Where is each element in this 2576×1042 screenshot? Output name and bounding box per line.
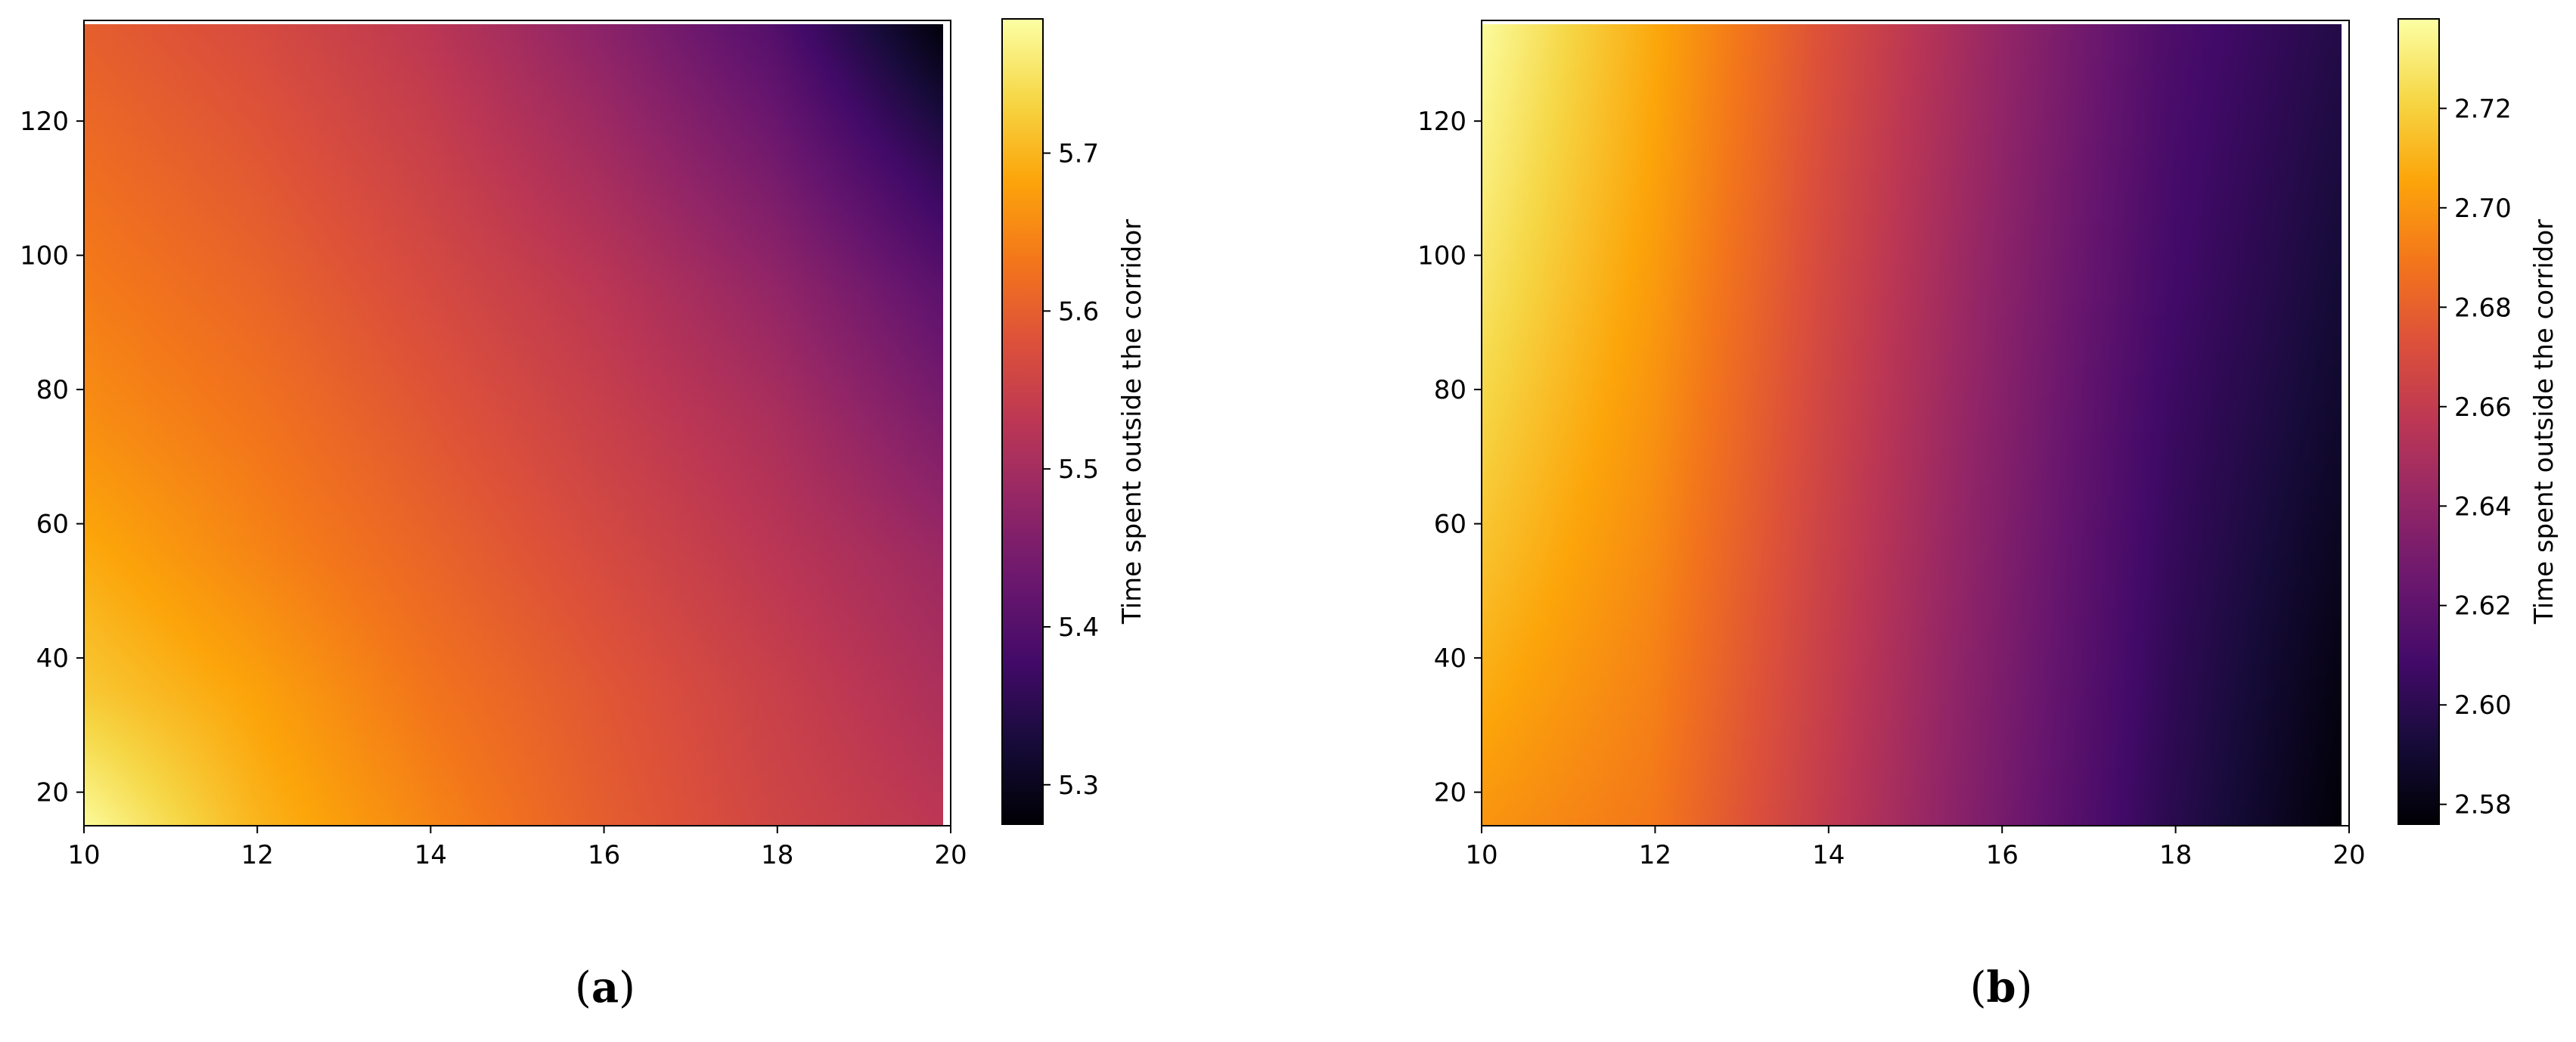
axes-frame <box>1481 20 2350 826</box>
colorbar-tick-label: 2.72 <box>2454 94 2512 124</box>
panel-a-caption-letter: a <box>591 963 619 1013</box>
axes-frame <box>83 20 951 826</box>
colorbar-tick-label: 2.60 <box>2454 690 2512 721</box>
colorbar-tick-label: 2.64 <box>2454 492 2512 522</box>
colorbar <box>2398 18 2440 825</box>
colorbar <box>1001 18 1044 825</box>
colorbar-label: Time spent outside the corridor <box>1117 219 1147 625</box>
heatmap-panel-b: 10 12 14 16 18 20 20 40 60 80 100 120 2.58 2.60 2.62 2.… <box>1417 18 2559 870</box>
x-tick-label: 16 <box>588 840 620 870</box>
colorbar-tick-label: 5.6 <box>1058 296 1099 327</box>
y-tick-label: 120 <box>20 107 69 137</box>
y-tick-label: 60 <box>36 510 69 540</box>
panel-b-caption-close: ) <box>2016 963 2033 1013</box>
y-tick-label: 60 <box>1434 510 1466 540</box>
heatmap-image <box>84 24 943 826</box>
y-tick-label: 40 <box>1434 643 1466 674</box>
colorbar-tick-label: 2.70 <box>2454 194 2512 224</box>
colorbar-tick-label: 5.7 <box>1058 139 1099 169</box>
x-tick-label: 12 <box>241 840 274 870</box>
panel-b-caption-letter: b <box>1986 963 2016 1013</box>
colorbar-tick-label: 5.5 <box>1058 454 1099 485</box>
y-tick-label: 80 <box>36 375 69 405</box>
panel-a-caption-close: ) <box>619 963 636 1013</box>
colorbar-tick-label: 2.58 <box>2454 790 2512 820</box>
x-tick-label: 18 <box>2159 840 2192 870</box>
colorbar-tick-label: 5.4 <box>1058 612 1099 643</box>
colorbar-tick-label: 2.66 <box>2454 392 2512 423</box>
y-tick-label: 100 <box>1417 241 1466 271</box>
y-tick-label: 100 <box>20 241 69 271</box>
x-tick-label: 10 <box>67 840 100 870</box>
y-tick-label: 80 <box>1434 375 1466 405</box>
y-tick-label: 20 <box>36 778 69 808</box>
colorbar-label: Time spent outside the corridor <box>2529 219 2559 625</box>
y-tick-label: 120 <box>1417 107 1466 137</box>
y-tick-label: 40 <box>36 643 69 674</box>
heatmap-image <box>1482 24 2342 826</box>
y-tick-label: 20 <box>1434 778 1466 808</box>
x-tick-label: 20 <box>934 840 967 870</box>
colorbar-tick-label: 2.62 <box>2454 591 2512 622</box>
x-tick-label: 20 <box>2332 840 2365 870</box>
colorbar-tick-label: 2.68 <box>2454 293 2512 323</box>
x-tick-label: 14 <box>414 840 447 870</box>
panel-a-caption-open: ( <box>574 963 591 1013</box>
x-tick-label: 14 <box>1812 840 1845 870</box>
panel-b-caption: (b) <box>1970 966 2033 1009</box>
x-tick-label: 12 <box>1639 840 1671 870</box>
panel-b-caption-open: ( <box>1969 963 1987 1013</box>
x-tick-label: 10 <box>1465 840 1497 870</box>
heatmap-panel-a: 10 12 14 16 18 20 20 40 60 80 100 120 5.3 5.4 5.5 5.6 5.… <box>20 18 1147 870</box>
x-tick-label: 18 <box>761 840 793 870</box>
x-tick-label: 16 <box>1986 840 2019 870</box>
colorbar-tick-label: 5.3 <box>1058 771 1099 801</box>
panel-a-caption: (a) <box>575 966 635 1009</box>
